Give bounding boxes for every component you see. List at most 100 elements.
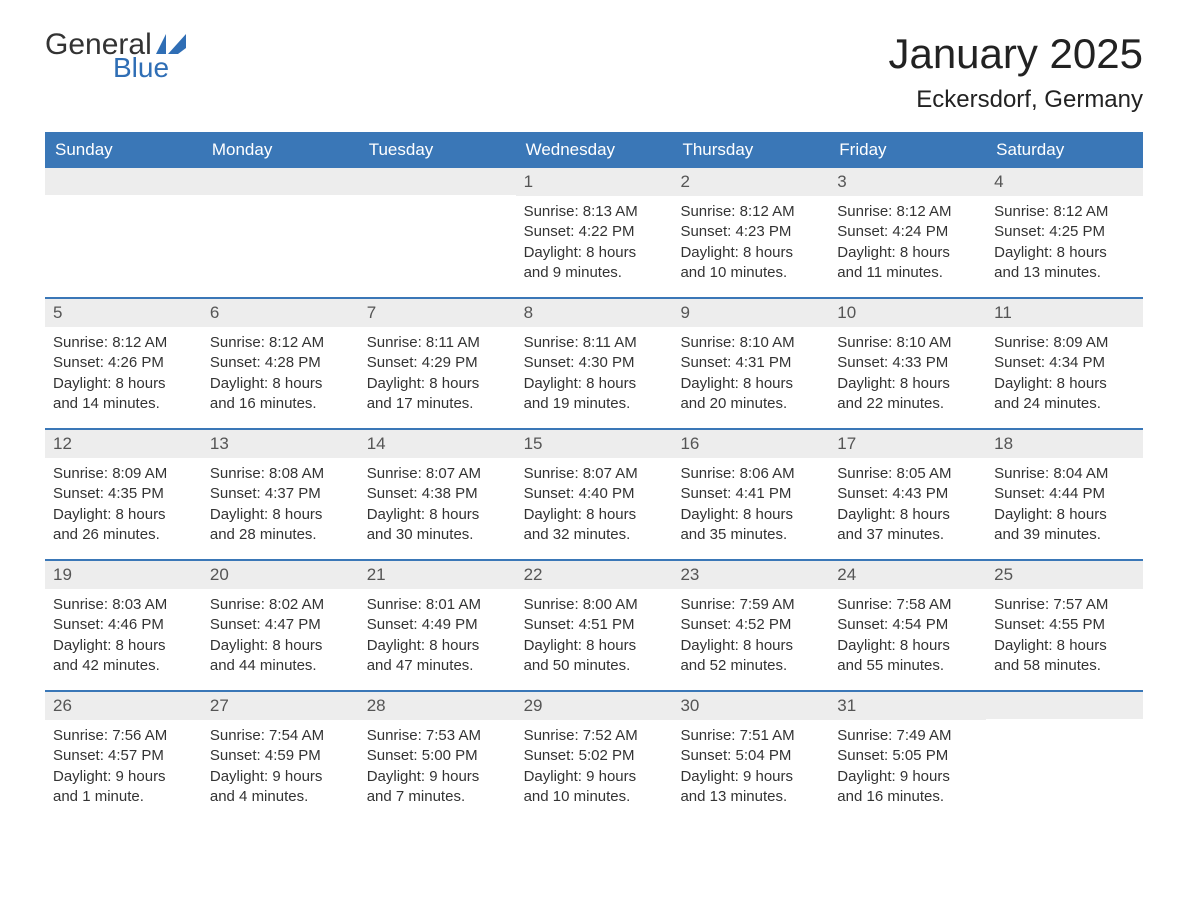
sunset-text: Sunset: 4:31 PM [680,353,821,373]
daylight-text: Daylight: 8 hours and 24 minutes. [994,374,1135,415]
calendar-day: 20Sunrise: 8:02 AMSunset: 4:47 PMDayligh… [202,561,359,690]
sunrise-text: Sunrise: 7:49 AM [837,726,978,746]
calendar-day: 9Sunrise: 8:10 AMSunset: 4:31 PMDaylight… [672,299,829,428]
daylight-text: Daylight: 8 hours and 30 minutes. [367,505,508,546]
day-body: Sunrise: 8:10 AMSunset: 4:31 PMDaylight:… [672,327,829,428]
calendar-day [359,168,516,297]
sunset-text: Sunset: 4:55 PM [994,615,1135,635]
calendar: Sunday Monday Tuesday Wednesday Thursday… [45,132,1143,821]
calendar-week: 1Sunrise: 8:13 AMSunset: 4:22 PMDaylight… [45,168,1143,297]
day-number: 28 [359,692,516,720]
day-body: Sunrise: 8:08 AMSunset: 4:37 PMDaylight:… [202,458,359,559]
sunset-text: Sunset: 4:57 PM [53,746,194,766]
day-body: Sunrise: 8:12 AMSunset: 4:25 PMDaylight:… [986,196,1143,297]
calendar-day: 21Sunrise: 8:01 AMSunset: 4:49 PMDayligh… [359,561,516,690]
day-number: 17 [829,430,986,458]
calendar-day: 10Sunrise: 8:10 AMSunset: 4:33 PMDayligh… [829,299,986,428]
weekday-header: Saturday [986,132,1143,168]
day-number: 8 [516,299,673,327]
calendar-day: 14Sunrise: 8:07 AMSunset: 4:38 PMDayligh… [359,430,516,559]
day-body: Sunrise: 8:00 AMSunset: 4:51 PMDaylight:… [516,589,673,690]
sunrise-text: Sunrise: 8:12 AM [680,202,821,222]
logo-text-blue: Blue [113,54,186,82]
calendar-day: 12Sunrise: 8:09 AMSunset: 4:35 PMDayligh… [45,430,202,559]
day-body: Sunrise: 8:06 AMSunset: 4:41 PMDaylight:… [672,458,829,559]
sunset-text: Sunset: 4:26 PM [53,353,194,373]
daylight-text: Daylight: 8 hours and 17 minutes. [367,374,508,415]
daylight-text: Daylight: 8 hours and 22 minutes. [837,374,978,415]
daylight-text: Daylight: 8 hours and 44 minutes. [210,636,351,677]
daylight-text: Daylight: 8 hours and 58 minutes. [994,636,1135,677]
day-body: Sunrise: 8:05 AMSunset: 4:43 PMDaylight:… [829,458,986,559]
sunrise-text: Sunrise: 8:11 AM [524,333,665,353]
daylight-text: Daylight: 8 hours and 28 minutes. [210,505,351,546]
daylight-text: Daylight: 8 hours and 14 minutes. [53,374,194,415]
sunrise-text: Sunrise: 8:02 AM [210,595,351,615]
day-number: 7 [359,299,516,327]
sunset-text: Sunset: 4:33 PM [837,353,978,373]
calendar-day: 23Sunrise: 7:59 AMSunset: 4:52 PMDayligh… [672,561,829,690]
calendar-day: 5Sunrise: 8:12 AMSunset: 4:26 PMDaylight… [45,299,202,428]
daylight-text: Daylight: 8 hours and 19 minutes. [524,374,665,415]
day-body: Sunrise: 7:49 AMSunset: 5:05 PMDaylight:… [829,720,986,821]
day-number: 1 [516,168,673,196]
day-number: 18 [986,430,1143,458]
sunset-text: Sunset: 4:49 PM [367,615,508,635]
sunset-text: Sunset: 4:51 PM [524,615,665,635]
sunrise-text: Sunrise: 7:59 AM [680,595,821,615]
day-number: 5 [45,299,202,327]
daylight-text: Daylight: 9 hours and 16 minutes. [837,767,978,808]
sunset-text: Sunset: 4:37 PM [210,484,351,504]
day-number: 19 [45,561,202,589]
calendar-day: 24Sunrise: 7:58 AMSunset: 4:54 PMDayligh… [829,561,986,690]
day-body: Sunrise: 7:53 AMSunset: 5:00 PMDaylight:… [359,720,516,821]
sunrise-text: Sunrise: 7:51 AM [680,726,821,746]
sunset-text: Sunset: 4:24 PM [837,222,978,242]
day-number: 13 [202,430,359,458]
month-title: January 2025 [888,30,1143,78]
daylight-text: Daylight: 9 hours and 1 minute. [53,767,194,808]
daylight-text: Daylight: 8 hours and 55 minutes. [837,636,978,677]
day-number: 10 [829,299,986,327]
calendar-day: 6Sunrise: 8:12 AMSunset: 4:28 PMDaylight… [202,299,359,428]
calendar-day [986,692,1143,821]
calendar-day: 22Sunrise: 8:00 AMSunset: 4:51 PMDayligh… [516,561,673,690]
daylight-text: Daylight: 8 hours and 26 minutes. [53,505,194,546]
calendar-day [45,168,202,297]
sunrise-text: Sunrise: 8:07 AM [524,464,665,484]
sunset-text: Sunset: 4:52 PM [680,615,821,635]
day-body: Sunrise: 8:07 AMSunset: 4:40 PMDaylight:… [516,458,673,559]
day-number: 25 [986,561,1143,589]
day-number: 4 [986,168,1143,196]
calendar-day: 27Sunrise: 7:54 AMSunset: 4:59 PMDayligh… [202,692,359,821]
calendar-day: 8Sunrise: 8:11 AMSunset: 4:30 PMDaylight… [516,299,673,428]
sunrise-text: Sunrise: 8:08 AM [210,464,351,484]
calendar-day: 28Sunrise: 7:53 AMSunset: 5:00 PMDayligh… [359,692,516,821]
sunset-text: Sunset: 4:34 PM [994,353,1135,373]
day-body: Sunrise: 8:09 AMSunset: 4:35 PMDaylight:… [45,458,202,559]
day-body: Sunrise: 7:58 AMSunset: 4:54 PMDaylight:… [829,589,986,690]
sunset-text: Sunset: 5:04 PM [680,746,821,766]
sunrise-text: Sunrise: 7:54 AM [210,726,351,746]
sunrise-text: Sunrise: 8:12 AM [994,202,1135,222]
sunrise-text: Sunrise: 8:09 AM [53,464,194,484]
calendar-day: 26Sunrise: 7:56 AMSunset: 4:57 PMDayligh… [45,692,202,821]
day-body: Sunrise: 8:01 AMSunset: 4:49 PMDaylight:… [359,589,516,690]
calendar-day: 25Sunrise: 7:57 AMSunset: 4:55 PMDayligh… [986,561,1143,690]
daylight-text: Daylight: 9 hours and 10 minutes. [524,767,665,808]
sunset-text: Sunset: 5:00 PM [367,746,508,766]
sunset-text: Sunset: 4:29 PM [367,353,508,373]
weekday-header-row: Sunday Monday Tuesday Wednesday Thursday… [45,132,1143,168]
calendar-day: 2Sunrise: 8:12 AMSunset: 4:23 PMDaylight… [672,168,829,297]
calendar-day: 31Sunrise: 7:49 AMSunset: 5:05 PMDayligh… [829,692,986,821]
day-number: 12 [45,430,202,458]
day-body: Sunrise: 8:12 AMSunset: 4:23 PMDaylight:… [672,196,829,297]
daylight-text: Daylight: 8 hours and 9 minutes. [524,243,665,284]
sunrise-text: Sunrise: 7:53 AM [367,726,508,746]
day-body: Sunrise: 8:03 AMSunset: 4:46 PMDaylight:… [45,589,202,690]
day-number: 22 [516,561,673,589]
sunrise-text: Sunrise: 8:12 AM [210,333,351,353]
day-body: Sunrise: 7:57 AMSunset: 4:55 PMDaylight:… [986,589,1143,690]
calendar-week: 26Sunrise: 7:56 AMSunset: 4:57 PMDayligh… [45,690,1143,821]
sunset-text: Sunset: 5:02 PM [524,746,665,766]
